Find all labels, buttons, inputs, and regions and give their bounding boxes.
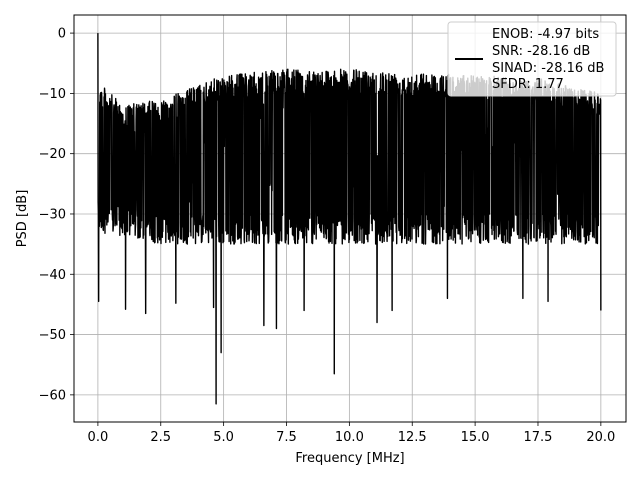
x-tick-label: 20.0 <box>586 430 615 445</box>
x-tick-label: 15.0 <box>461 430 490 445</box>
legend-sinad: SINAD: -28.16 dB <box>492 61 604 76</box>
y-tick-label: −50 <box>39 328 66 343</box>
y-axis-label: PSD [dB] <box>15 190 30 248</box>
y-tick-label: −40 <box>39 268 66 283</box>
legend: ENOB: -4.97 bits SNR: -28.16 dB SINAD: -… <box>447 21 617 97</box>
x-tick-label: 12.5 <box>398 430 427 445</box>
legend-sfdr: SFDR: 1.77 <box>492 77 564 92</box>
x-axis: 0.0 2.5 5.0 7.5 10.0 12.5 15.0 17.5 20.0 <box>88 422 615 445</box>
y-tick-label: −30 <box>39 207 66 222</box>
x-axis-label: Frequency [MHz] <box>295 451 404 466</box>
psd-series-line <box>97 33 602 405</box>
y-tick-label: −10 <box>39 87 66 102</box>
y-tick-label: −20 <box>39 147 66 162</box>
y-axis: 0 −10 −20 −30 −40 −50 −60 <box>39 27 74 403</box>
y-tick-label: 0 <box>58 27 66 42</box>
legend-box <box>447 21 617 97</box>
x-tick-label: 7.5 <box>276 430 297 445</box>
x-tick-label: 2.5 <box>150 430 171 445</box>
plot-area <box>97 33 602 405</box>
axes-frame <box>73 14 627 423</box>
legend-enob: ENOB: -4.97 bits <box>492 27 599 42</box>
x-tick-label: 10.0 <box>335 430 364 445</box>
legend-snr: SNR: -28.16 dB <box>492 44 590 59</box>
x-tick-label: 5.0 <box>213 430 234 445</box>
x-tick-label: 17.5 <box>524 430 553 445</box>
x-tick-label: 0.0 <box>88 430 109 445</box>
y-tick-label: −60 <box>39 388 66 403</box>
